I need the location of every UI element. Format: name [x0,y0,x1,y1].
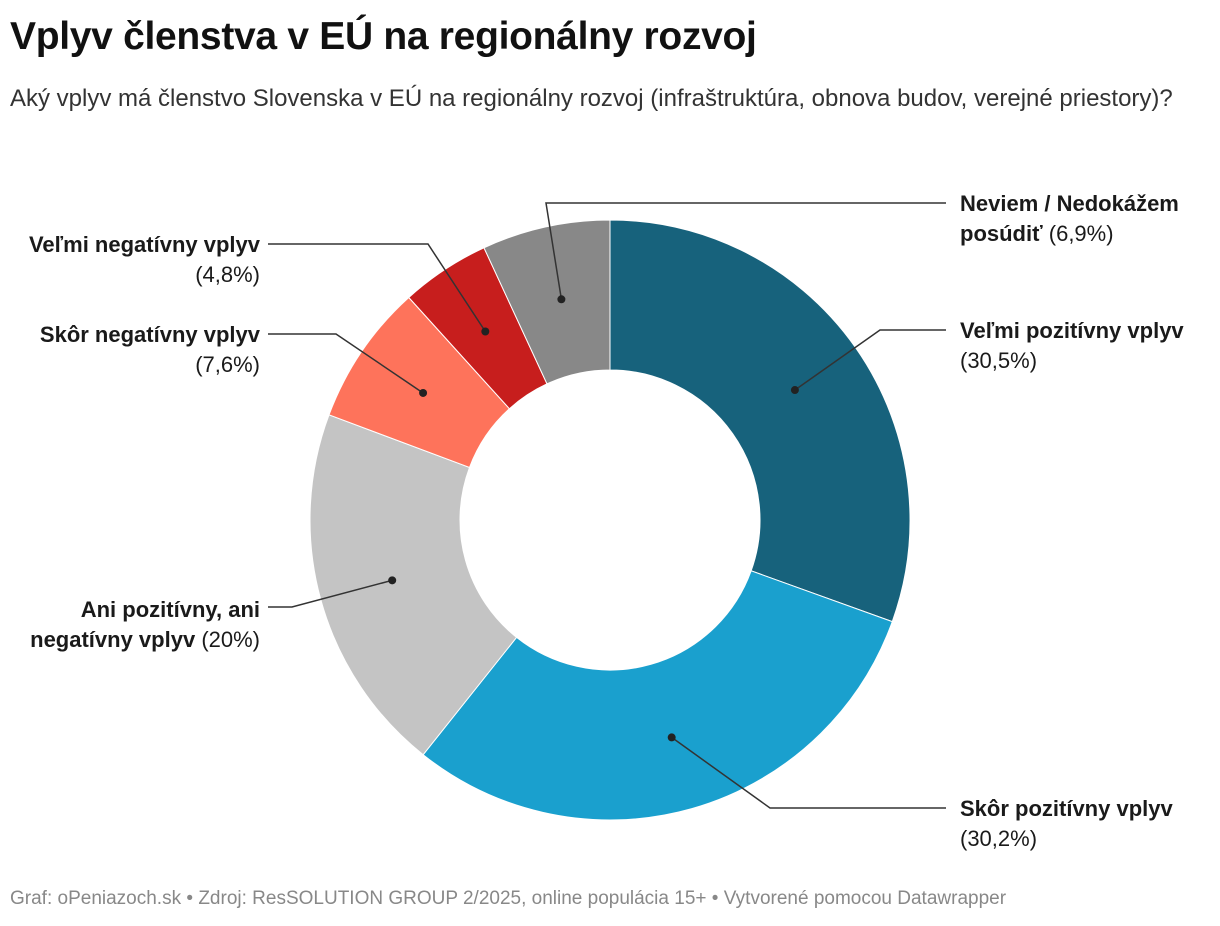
footer-graph-link[interactable]: oPeniazoch.sk [57,888,182,909]
leader-line-neviem [545,202,946,300]
slice-label-velmi-negativny: Veľmi negatívny vplyv (4,8%) [29,232,261,287]
slice-labels: Veľmi pozitívny vplyv (30,5%) Skôr pozitív… [29,191,1184,851]
chart-title: Vplyv členstva v EÚ na regionálny rozvoj [10,15,757,58]
footer-source-value: ResSOLUTION GROUP 2/2025, online populác… [252,888,707,909]
leader-dot-velmi-pozitivny [790,386,799,395]
slice-label-skor-negativny: Skôr negatívny vplyv (7,6%) [40,322,261,377]
slice-label-skor-pozitivny: Skôr pozitívny vplyv (30,2%) [960,796,1173,851]
slice-value-label: (30,2%) [960,826,1037,851]
leader-dot-skor-pozitivny [667,733,676,742]
slice-label-velmi-pozitivny: Veľmi pozitívny vplyv (30,5%) [960,318,1184,373]
leader-line-ani-ani [268,579,393,608]
chart-subtitle: Aký vplyv má členstvo Slovenska v EÚ na … [10,85,1173,112]
slice-label-text: negatívny vplyv [30,627,196,652]
slice-label-text: Veľmi pozitívny vplyv [960,318,1184,343]
slice-ani-ani[interactable] [309,414,518,756]
slice-label-text: posúdiť [960,221,1043,246]
slice-label-text: Skôr negatívny vplyv [40,322,261,347]
slice-velmi-pozitivny[interactable] [609,219,911,623]
leader-dot-ani-ani [388,576,397,585]
slice-neviem[interactable] [483,219,611,385]
leader-dot-skor-negativny [419,388,428,397]
leader-dot-neviem [557,295,566,304]
slice-label-ani-ani: Ani pozitívny, ani negatívny vplyv (20%) [30,597,260,652]
leader-line-skor-negativny [268,333,424,394]
leader-line-velmi-pozitivny [794,329,946,391]
slice-label-text: Skôr pozitívny vplyv [960,796,1173,821]
slice-value-label: (7,6%) [195,352,260,377]
slice-label-text: Veľmi negatívny vplyv [29,232,261,257]
leader-line-velmi-negativny [268,243,486,332]
footer-separator: • [711,888,719,909]
slice-label-text: Neviem / Nedokážem [960,191,1179,216]
footer-graph-label: Graf: [10,888,53,909]
slice-value-label: (30,5%) [960,348,1037,373]
slice-value-label: (20%) [195,627,260,652]
slice-label-neviem: Neviem / Nedokážem posúdiť (6,9%) [960,191,1179,246]
slice-value-label: (6,9%) [1043,221,1114,246]
leader-dot-velmi-negativny [481,327,490,336]
slice-label-text: Ani pozitívny, ani [81,597,260,622]
donut-slices [309,219,911,821]
footer-separator: • [186,888,194,909]
leader-lines [268,202,946,809]
chart-footer: Graf: oPeniazoch.sk • Zdroj: ResSOLUTION… [10,888,1006,910]
footer-source-label: Zdroj: [198,888,247,909]
leader-line-skor-pozitivny [671,736,946,809]
footer-credit-link[interactable]: Vytvorené pomocou Datawrapper [723,888,1007,909]
slice-value-label: (4,8%) [195,262,260,287]
slice-skor-pozitivny[interactable] [422,570,893,821]
